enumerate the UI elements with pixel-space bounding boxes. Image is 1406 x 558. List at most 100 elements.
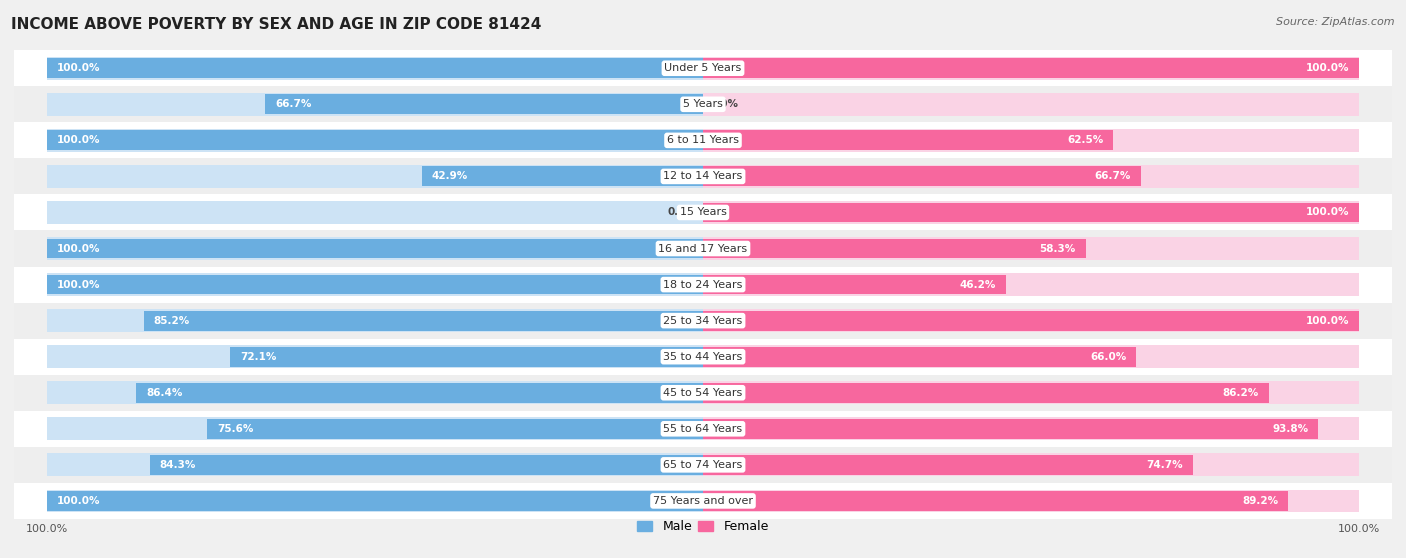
Text: Under 5 Years: Under 5 Years: [665, 63, 741, 73]
Text: 0.0%: 0.0%: [668, 208, 696, 218]
Bar: [703, 419, 1319, 439]
Bar: [46, 165, 703, 188]
Text: 45 to 54 Years: 45 to 54 Years: [664, 388, 742, 398]
Text: 42.9%: 42.9%: [432, 171, 468, 181]
Bar: [703, 201, 1360, 224]
Bar: [703, 383, 1268, 403]
Bar: [46, 275, 703, 295]
Bar: [703, 417, 1360, 440]
Bar: [14, 375, 1392, 411]
Text: 100.0%: 100.0%: [56, 136, 100, 145]
Bar: [46, 381, 703, 404]
Text: 75 Years and over: 75 Years and over: [652, 496, 754, 506]
Text: 72.1%: 72.1%: [240, 352, 276, 362]
Bar: [266, 94, 703, 114]
Bar: [46, 57, 703, 80]
Text: 100.0%: 100.0%: [1306, 316, 1350, 326]
Text: 66.0%: 66.0%: [1090, 352, 1126, 362]
Bar: [46, 345, 703, 368]
Text: 100.0%: 100.0%: [1306, 208, 1350, 218]
Bar: [703, 275, 1007, 295]
Bar: [703, 455, 1194, 475]
Bar: [703, 345, 1360, 368]
Bar: [703, 93, 1360, 116]
Bar: [703, 273, 1360, 296]
Text: 85.2%: 85.2%: [153, 316, 190, 326]
Bar: [703, 491, 1288, 511]
Text: 58.3%: 58.3%: [1039, 243, 1076, 253]
Bar: [46, 309, 703, 332]
Bar: [14, 158, 1392, 194]
Bar: [14, 230, 1392, 267]
Text: 66.7%: 66.7%: [276, 99, 312, 109]
Bar: [703, 311, 1360, 330]
Bar: [703, 454, 1360, 476]
Bar: [14, 50, 1392, 86]
Bar: [46, 417, 703, 440]
Text: 100.0%: 100.0%: [56, 63, 100, 73]
Text: 86.2%: 86.2%: [1222, 388, 1258, 398]
Bar: [46, 489, 703, 512]
Bar: [703, 237, 1360, 260]
Text: 15 Years: 15 Years: [679, 208, 727, 218]
Bar: [46, 201, 703, 224]
Bar: [46, 237, 703, 260]
Bar: [46, 129, 703, 152]
Bar: [14, 302, 1392, 339]
Text: 35 to 44 Years: 35 to 44 Years: [664, 352, 742, 362]
Bar: [14, 411, 1392, 447]
Text: 86.4%: 86.4%: [146, 388, 183, 398]
Text: 0.0%: 0.0%: [710, 99, 738, 109]
Bar: [703, 239, 1085, 258]
Bar: [46, 239, 703, 258]
Bar: [703, 347, 1136, 367]
Text: 18 to 24 Years: 18 to 24 Years: [664, 280, 742, 290]
Text: 25 to 34 Years: 25 to 34 Years: [664, 316, 742, 326]
Text: 93.8%: 93.8%: [1272, 424, 1309, 434]
Bar: [14, 483, 1392, 519]
Bar: [703, 203, 1360, 223]
Text: 12 to 14 Years: 12 to 14 Years: [664, 171, 742, 181]
Bar: [703, 57, 1360, 80]
Bar: [46, 131, 703, 150]
Bar: [14, 122, 1392, 158]
Text: 74.7%: 74.7%: [1147, 460, 1184, 470]
Text: 100.0%: 100.0%: [1306, 63, 1350, 73]
Bar: [703, 165, 1360, 188]
Bar: [703, 131, 1114, 150]
Bar: [703, 166, 1140, 186]
Bar: [46, 491, 703, 511]
Bar: [207, 419, 703, 439]
Text: Source: ZipAtlas.com: Source: ZipAtlas.com: [1277, 17, 1395, 27]
Text: 100.0%: 100.0%: [56, 243, 100, 253]
Text: 46.2%: 46.2%: [960, 280, 997, 290]
Bar: [703, 59, 1360, 78]
Bar: [231, 347, 703, 367]
Bar: [14, 447, 1392, 483]
Text: 100.0%: 100.0%: [56, 496, 100, 506]
Bar: [703, 129, 1360, 152]
Text: 6 to 11 Years: 6 to 11 Years: [666, 136, 740, 145]
Bar: [703, 489, 1360, 512]
Bar: [703, 381, 1360, 404]
Bar: [14, 86, 1392, 122]
Bar: [150, 455, 703, 475]
Legend: Male, Female: Male, Female: [633, 516, 773, 538]
Bar: [46, 93, 703, 116]
Bar: [46, 59, 703, 78]
Text: INCOME ABOVE POVERTY BY SEX AND AGE IN ZIP CODE 81424: INCOME ABOVE POVERTY BY SEX AND AGE IN Z…: [11, 17, 541, 32]
Bar: [46, 273, 703, 296]
Text: 84.3%: 84.3%: [160, 460, 195, 470]
Text: 66.7%: 66.7%: [1094, 171, 1130, 181]
Text: 62.5%: 62.5%: [1067, 136, 1104, 145]
Bar: [14, 339, 1392, 375]
Text: 89.2%: 89.2%: [1243, 496, 1278, 506]
Bar: [703, 309, 1360, 332]
Text: 75.6%: 75.6%: [217, 424, 253, 434]
Text: 65 to 74 Years: 65 to 74 Years: [664, 460, 742, 470]
Text: 55 to 64 Years: 55 to 64 Years: [664, 424, 742, 434]
Bar: [14, 267, 1392, 302]
Bar: [143, 311, 703, 330]
Text: 16 and 17 Years: 16 and 17 Years: [658, 243, 748, 253]
Bar: [14, 194, 1392, 230]
